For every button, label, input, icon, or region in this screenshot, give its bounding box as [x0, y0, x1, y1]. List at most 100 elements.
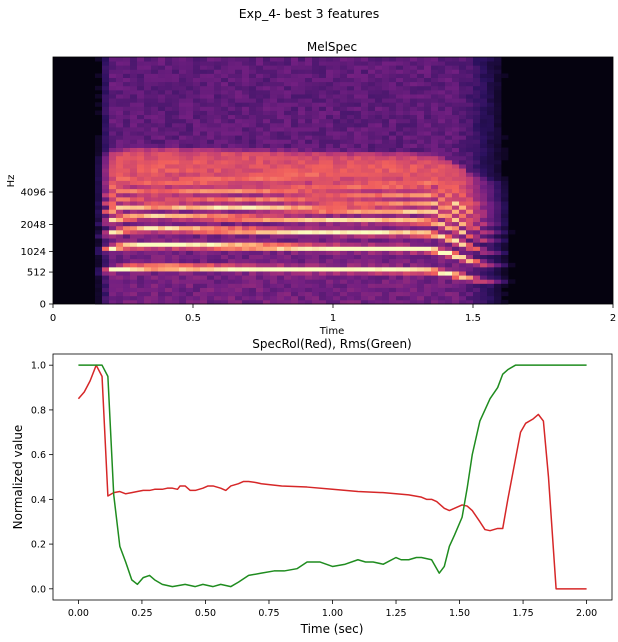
melspec-cell — [207, 65, 215, 70]
melspec-cell — [298, 126, 306, 132]
melspec-cell — [214, 139, 222, 144]
melspec-cell — [340, 213, 348, 218]
melspec-cell — [487, 271, 495, 276]
melspec-cell — [333, 81, 341, 87]
melspec-cell — [291, 131, 299, 136]
melspec-cell — [235, 291, 243, 297]
melspec-cell — [200, 69, 208, 74]
melspec-cell — [172, 110, 180, 116]
melspec-cell — [319, 61, 327, 66]
melspec-cell — [284, 225, 292, 231]
melspec-cell — [501, 217, 509, 223]
melspec-cell — [179, 246, 187, 251]
melspec-cell — [116, 234, 124, 239]
melspec-cell — [144, 266, 152, 272]
melspec-cell — [361, 65, 369, 70]
melspec-cell — [123, 184, 131, 190]
melspec-cell — [102, 159, 110, 165]
melspec-cell — [375, 192, 383, 198]
melspec-cell — [158, 221, 166, 227]
melspec-y-tick-label: 2048 — [21, 220, 46, 231]
melspec-cell — [228, 102, 236, 107]
melspec-cell — [291, 69, 299, 74]
melspec-cell — [466, 135, 474, 140]
melspec-cell — [438, 110, 446, 116]
melspec-cell — [165, 122, 173, 128]
melspec-cell — [501, 266, 509, 272]
melspec-cell — [501, 180, 509, 186]
melspec-cell — [445, 291, 453, 297]
melspec-cell — [207, 73, 215, 78]
melspec-cell — [116, 188, 124, 194]
melspec-cell — [263, 176, 271, 181]
melspec-cell — [375, 118, 383, 124]
melspec-cell — [137, 151, 145, 157]
melspec-cell — [200, 122, 208, 128]
melspec-cell — [277, 213, 285, 218]
melspec-cell — [200, 180, 208, 186]
melspec-cell — [200, 151, 208, 157]
melspec-cell — [200, 102, 208, 107]
melspec-cell — [452, 164, 460, 169]
melspec-cell — [410, 172, 418, 177]
melspec-cell — [431, 106, 439, 111]
melspec-cell — [291, 81, 299, 87]
melspec-cell — [193, 242, 201, 247]
melspec-cell — [396, 106, 404, 111]
melspec-cell — [459, 114, 467, 120]
melspec-cell — [480, 172, 488, 177]
melspec-cell — [123, 225, 131, 231]
melspec-cell — [277, 246, 285, 251]
melspec-cell — [95, 73, 103, 78]
melspec-cell — [144, 180, 152, 186]
melspec-cell — [424, 238, 432, 243]
melspec-cell — [172, 168, 180, 173]
melspec-cell — [158, 188, 166, 194]
melspec-cell — [361, 225, 369, 231]
melspec-cell — [193, 147, 201, 153]
melspec-cell — [102, 242, 110, 247]
melspec-cell — [207, 242, 215, 247]
melspec-cell — [270, 57, 278, 62]
melspec-cell — [347, 159, 355, 165]
melspec-cell — [354, 102, 362, 107]
melspec-cell — [459, 238, 467, 243]
melspec-cell — [102, 118, 110, 124]
melspec-cell — [130, 238, 138, 243]
melspec-cell — [228, 147, 236, 153]
melspec-cell — [186, 234, 194, 239]
melspec-cell — [480, 287, 488, 293]
melspec-cell — [417, 106, 425, 111]
melspec-cell — [207, 184, 215, 190]
melspec-cell — [494, 291, 502, 297]
melspec-cell — [389, 266, 397, 272]
melspec-cell — [312, 205, 320, 210]
melspec-cell — [375, 131, 383, 136]
melspec-cell — [221, 98, 229, 103]
melspec-cell — [319, 262, 327, 268]
melspec-cell — [144, 238, 152, 243]
melspec-cell — [200, 118, 208, 124]
melspec-cell — [284, 89, 292, 95]
melspec-cell — [494, 159, 502, 165]
melspec-cell — [347, 188, 355, 194]
melspec-cell — [109, 266, 117, 272]
melspec-cell — [221, 131, 229, 136]
melspec-cell — [396, 221, 404, 227]
melspec-cell — [368, 94, 376, 99]
melspec-cell — [382, 287, 390, 293]
melspec-cell — [172, 246, 180, 251]
melspec-cell — [137, 131, 145, 136]
melspec-cell — [459, 69, 467, 74]
melspec-cell — [396, 196, 404, 202]
melspec-cell — [109, 65, 117, 70]
melspec-cell — [116, 295, 124, 301]
melspec-cell — [270, 122, 278, 128]
melspec-cell — [340, 242, 348, 247]
melspec-cell — [389, 126, 397, 132]
melspec-cell — [424, 299, 432, 305]
melspec-cell — [459, 271, 467, 276]
melspec-cell — [389, 168, 397, 173]
melspec-cell — [256, 57, 264, 62]
melspec-cell — [487, 287, 495, 293]
